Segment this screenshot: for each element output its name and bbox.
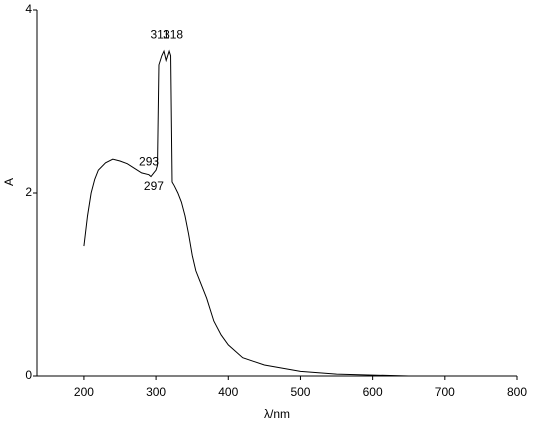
- y-tick-label: 0: [25, 368, 32, 382]
- x-tick-label: 600: [363, 385, 383, 399]
- x-tick-label: 400: [218, 385, 238, 399]
- peak-label: 318: [163, 27, 183, 41]
- y-axis-label: A: [2, 178, 16, 186]
- x-axis-label: λ/nm: [264, 407, 290, 421]
- peak-label: 297: [144, 179, 164, 193]
- peak-label: 311: [150, 27, 169, 41]
- x-tick-label: 800: [507, 385, 527, 399]
- x-tick-label: 200: [74, 385, 94, 399]
- peak-label: 293: [139, 155, 159, 169]
- y-tick-label: 4: [25, 2, 32, 16]
- spectrum-line: [83, 49, 409, 377]
- y-tick-label: 2: [25, 185, 32, 199]
- x-tick-label: 700: [435, 385, 455, 399]
- x-tick-label: 300: [146, 385, 166, 399]
- x-tick-label: 500: [290, 385, 310, 399]
